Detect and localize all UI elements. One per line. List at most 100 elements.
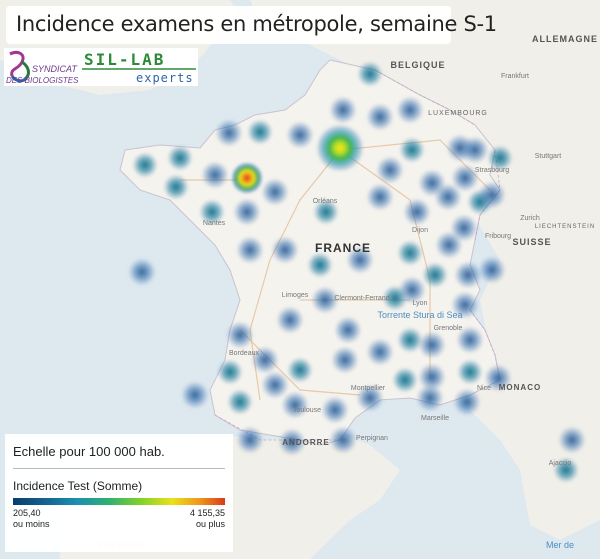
heat-point[interactable]: [553, 457, 579, 483]
heat-point[interactable]: [181, 381, 209, 409]
heat-point[interactable]: [558, 426, 586, 454]
heat-point[interactable]: [397, 240, 423, 266]
heat-point[interactable]: [366, 338, 394, 366]
heat-point[interactable]: [457, 359, 483, 385]
city-label: Orléans: [313, 198, 338, 205]
heat-point[interactable]: [201, 161, 229, 189]
city-label: Frankfurt: [501, 73, 529, 80]
heat-point[interactable]: [199, 199, 225, 225]
heat-point[interactable]: [451, 164, 479, 192]
heat-point[interactable]: [132, 152, 158, 178]
heat-point[interactable]: [382, 285, 408, 311]
heat-point[interactable]: [251, 346, 279, 374]
heat-point[interactable]: [453, 388, 481, 416]
heat-point[interactable]: [215, 119, 243, 147]
heat-point[interactable]: [456, 326, 484, 354]
heat-point[interactable]: [311, 286, 339, 314]
heat-point[interactable]: [231, 162, 263, 194]
heat-point[interactable]: [356, 384, 384, 412]
city-label: Toulouse: [293, 407, 321, 414]
legend-min-value: 205,40: [13, 508, 41, 518]
heat-point[interactable]: [418, 363, 446, 391]
heat-point[interactable]: [396, 96, 424, 124]
heat-point[interactable]: [461, 136, 489, 164]
heat-point[interactable]: [167, 145, 193, 171]
heat-point[interactable]: [321, 396, 349, 424]
country-label: ALLEMAGNE: [532, 34, 598, 44]
heat-point[interactable]: [313, 199, 339, 225]
heat-point[interactable]: [128, 258, 156, 286]
heat-point[interactable]: [346, 246, 374, 274]
city-label: Zurich: [520, 215, 540, 222]
heat-point[interactable]: [454, 261, 482, 289]
map-title: Incidence examens en métropole, semaine …: [16, 12, 497, 36]
title-card: Incidence examens en métropole, semaine …: [6, 6, 497, 44]
heat-point[interactable]: [227, 389, 253, 415]
heat-point[interactable]: [451, 291, 479, 319]
country-label: BELGIQUE: [390, 60, 445, 70]
heat-point[interactable]: [435, 231, 463, 259]
city-label: Nantes: [203, 220, 226, 227]
city-label: Lyon: [413, 300, 428, 307]
heat-point[interactable]: [233, 198, 261, 226]
country-label: LUXEMBOURG: [428, 110, 488, 117]
heat-point[interactable]: [247, 119, 273, 145]
legend-divider: [13, 468, 225, 469]
sil-lab-top: SIL-LAB: [84, 50, 165, 69]
heat-point[interactable]: [261, 178, 289, 206]
country-label: FRANCE: [315, 241, 371, 255]
heat-point[interactable]: [487, 145, 513, 171]
heat-point[interactable]: [366, 103, 394, 131]
heat-point[interactable]: [478, 256, 506, 284]
heat-point[interactable]: [261, 371, 289, 399]
heat-point[interactable]: [236, 236, 264, 264]
city-label: Perpignan: [356, 435, 388, 442]
heat-point[interactable]: [357, 61, 383, 87]
heat-point[interactable]: [226, 321, 254, 349]
heat-point[interactable]: [434, 183, 462, 211]
heat-point[interactable]: [271, 236, 299, 264]
legend-measure: Incidence Test (Somme): [13, 479, 143, 493]
heat-point[interactable]: [366, 183, 394, 211]
city-label: Fribourg: [485, 233, 511, 240]
heat-point[interactable]: [403, 198, 431, 226]
legend-min-note: ou moins: [13, 519, 50, 529]
heat-point[interactable]: [329, 96, 357, 124]
heat-point[interactable]: [316, 124, 364, 172]
legend-max-value: 4 155,35: [189, 508, 225, 518]
city-label: Nice: [477, 385, 491, 392]
heat-point[interactable]: [307, 252, 333, 278]
sil-lab-bottom: experts: [136, 71, 194, 85]
heat-point[interactable]: [478, 181, 506, 209]
heat-point[interactable]: [399, 137, 425, 163]
heat-layer: [128, 61, 586, 483]
country-label: ANDORRE: [282, 438, 329, 447]
heat-point[interactable]: [418, 331, 446, 359]
syndicat-line1: SYNDICAT: [32, 64, 78, 74]
legend-heading: Echelle pour 100 000 hab.: [13, 444, 165, 459]
heat-point[interactable]: [397, 327, 423, 353]
sea-label: Mer de: [546, 540, 574, 550]
heat-point[interactable]: [422, 262, 448, 288]
syndicat-line2: DES BIOLOGISTES: [6, 76, 79, 85]
heat-point[interactable]: [286, 121, 314, 149]
heat-point[interactable]: [331, 346, 359, 374]
heat-point[interactable]: [376, 156, 404, 184]
legend-max-note: ou plus: [195, 519, 225, 529]
heat-point[interactable]: [334, 316, 362, 344]
syndicat-logo: SYNDICAT DES BIOLOGISTES: [6, 50, 79, 85]
heat-point[interactable]: [276, 306, 304, 334]
heat-point[interactable]: [392, 367, 418, 393]
heat-point[interactable]: [163, 174, 189, 200]
city-label: Montpellier: [351, 385, 386, 392]
heat-point[interactable]: [281, 391, 309, 419]
heat-point[interactable]: [329, 426, 357, 454]
heat-point[interactable]: [416, 384, 444, 412]
heat-point[interactable]: [217, 359, 243, 385]
city-label: Dijon: [412, 227, 428, 234]
heat-point[interactable]: [236, 426, 264, 454]
heat-point[interactable]: [287, 357, 313, 383]
legend-min: 205,40 ou moins: [13, 508, 50, 530]
heat-point[interactable]: [484, 364, 512, 392]
heat-point[interactable]: [278, 428, 306, 456]
